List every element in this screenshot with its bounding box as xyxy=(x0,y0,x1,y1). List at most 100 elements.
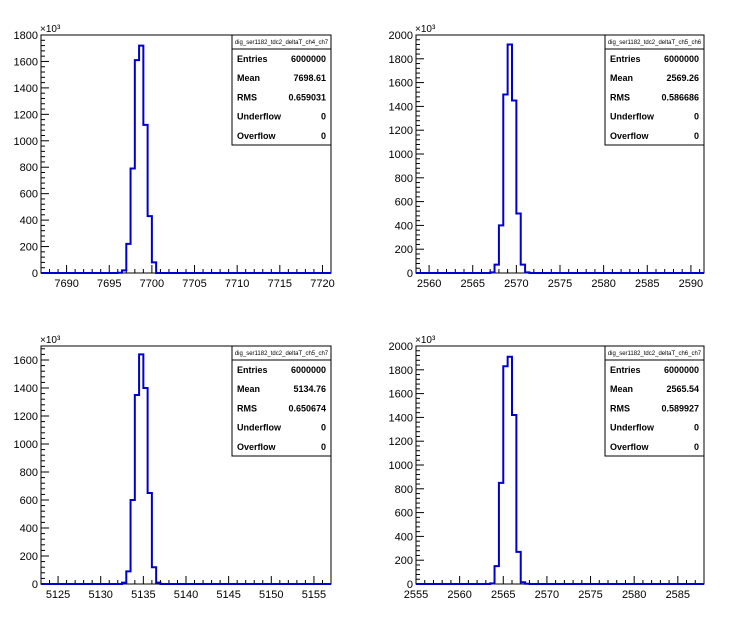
stats-histogram-name: dig_ser1182_tdc2_deltaT_ch5_ch6 xyxy=(608,40,702,46)
y-tick-label: 1400 xyxy=(14,383,38,395)
stats-value-rms: 0.586686 xyxy=(661,92,699,102)
histogram-pad-3: 0 200 400 600 800 1000 1200 1400 1600×10³ 5125 513… xyxy=(14,335,332,601)
y-tick-label: 600 xyxy=(20,495,38,507)
histogram-bin xyxy=(156,583,160,584)
x-tick-label: 2575 xyxy=(578,589,602,601)
y-tick-label: 200 xyxy=(395,555,413,567)
stats-value-overflow: 0 xyxy=(694,131,699,141)
x-tick-label: 7720 xyxy=(310,278,334,290)
y-multiplier-label: ×10³ xyxy=(40,24,61,35)
y-tick-label: 1000 xyxy=(14,136,38,148)
stats-label-entries: Entries xyxy=(237,54,268,64)
histogram-bin xyxy=(152,567,156,584)
stats-label-underflow: Underflow xyxy=(237,423,282,433)
y-tick-label: 600 xyxy=(20,189,38,201)
x-tick-label: 7700 xyxy=(140,278,164,290)
histogram-bin xyxy=(516,214,520,274)
histogram-bin xyxy=(490,272,494,273)
histogram-bin xyxy=(139,46,143,273)
y-tick-label: 800 xyxy=(20,467,38,479)
x-tick-label: 2560 xyxy=(447,589,471,601)
stats-value-overflow: 0 xyxy=(321,131,326,141)
stats-label-overflow: Overflow xyxy=(237,442,277,452)
y-tick-label: 2000 xyxy=(389,30,413,42)
histogram-bin xyxy=(508,357,512,584)
histogram-outline xyxy=(416,355,704,585)
x-tick-label: 2585 xyxy=(635,278,659,290)
stats-label-entries: Entries xyxy=(610,54,641,64)
histogram-bin xyxy=(490,583,494,584)
stats-box: dig_ser1182_tdc2_deltaT_ch6_ch7 Entries 60… xyxy=(604,345,705,457)
y-tick-label: 1400 xyxy=(389,412,413,424)
y-tick-label: 1200 xyxy=(389,125,413,137)
y-tick-label: 1600 xyxy=(389,78,413,90)
stats-histogram-name: dig_ser1182_tdc2_deltaT_ch6_ch7 xyxy=(608,351,702,357)
y-tick-label: 0 xyxy=(32,268,38,280)
x-tick-label: 2565 xyxy=(460,278,484,290)
histogram-bin xyxy=(503,366,507,584)
x-tick-label: 7690 xyxy=(54,278,78,290)
stats-box-frame xyxy=(604,34,705,146)
histogram-bin xyxy=(131,169,135,273)
y-tick-label: 1000 xyxy=(389,460,413,472)
y-multiplier-label: ×10³ xyxy=(415,335,436,346)
stats-label-rms: RMS xyxy=(237,92,257,102)
stats-value-overflow: 0 xyxy=(694,442,699,452)
histogram-bin xyxy=(516,552,520,584)
x-tick-label: 7710 xyxy=(225,278,249,290)
stats-value-underflow: 0 xyxy=(321,423,326,433)
y-tick-label: 1000 xyxy=(389,149,413,161)
y-tick-label: 600 xyxy=(395,197,413,209)
stats-box: dig_ser1182_tdc2_deltaT_ch5_ch6 Entries 60… xyxy=(604,34,705,146)
y-tick-label: 0 xyxy=(407,268,413,280)
y-tick-label: 1400 xyxy=(389,101,413,113)
histogram-bin xyxy=(126,571,130,584)
y-tick-label: 600 xyxy=(395,508,413,520)
stats-value-entries: 6000000 xyxy=(664,365,699,375)
y-tick-label: 1800 xyxy=(389,365,413,377)
y-tick-label: 1000 xyxy=(14,439,38,451)
histogram-bin xyxy=(512,415,516,584)
histogram-bin xyxy=(148,493,152,584)
y-tick-label: 200 xyxy=(395,244,413,256)
stats-value-rms: 0.650674 xyxy=(288,403,326,413)
x-tick-label: 2555 xyxy=(404,589,428,601)
histogram-bin xyxy=(143,388,147,584)
stats-label-underflow: Underflow xyxy=(610,112,655,122)
y-tick-label: 2000 xyxy=(389,341,413,353)
stats-label-overflow: Overflow xyxy=(237,131,277,141)
y-tick-label: 400 xyxy=(20,523,38,535)
x-tick-label: 2585 xyxy=(666,589,690,601)
x-tick-label: 7705 xyxy=(182,278,206,290)
y-tick-label: 400 xyxy=(395,220,413,232)
y-tick-label: 1400 xyxy=(14,83,38,95)
histogram-bin xyxy=(508,45,512,273)
histogram-pad-2: 0 200 400 600 800 1000 1200 1400 1600 1800 2000×10… xyxy=(389,24,705,290)
histogram-bin xyxy=(135,395,139,584)
stats-label-mean: Mean xyxy=(237,73,260,83)
x-tick-label: 2590 xyxy=(679,278,703,290)
y-tick-label: 400 xyxy=(20,215,38,227)
stats-label-underflow: Underflow xyxy=(237,112,282,122)
histogram-bin xyxy=(148,216,152,273)
histogram-outline xyxy=(41,353,331,585)
stats-value-entries: 6000000 xyxy=(664,54,699,64)
histogram-bin xyxy=(499,483,503,584)
stats-label-overflow: Overflow xyxy=(610,442,650,452)
x-tick-label: 5150 xyxy=(259,589,283,601)
stats-value-underflow: 0 xyxy=(694,112,699,122)
y-multiplier-label: ×10³ xyxy=(415,24,436,35)
stats-box-frame xyxy=(604,345,705,457)
x-tick-label: 5145 xyxy=(216,589,240,601)
x-tick-label: 2570 xyxy=(504,278,528,290)
y-tick-label: 1600 xyxy=(14,355,38,367)
y-tick-label: 1200 xyxy=(389,436,413,448)
histogram-pad-4: 0 200 400 600 800 1000 1200 1400 1600 1800 2000×10… xyxy=(389,335,705,601)
x-tick-label: 2560 xyxy=(417,278,441,290)
histogram-bin xyxy=(122,270,126,273)
histogram-bin xyxy=(143,125,147,273)
stats-box: dig_ser1182_tdc2_deltaT_ch5_ch7 Entries 60… xyxy=(231,345,332,457)
stats-value-underflow: 0 xyxy=(694,423,699,433)
histogram-bin xyxy=(122,583,126,584)
